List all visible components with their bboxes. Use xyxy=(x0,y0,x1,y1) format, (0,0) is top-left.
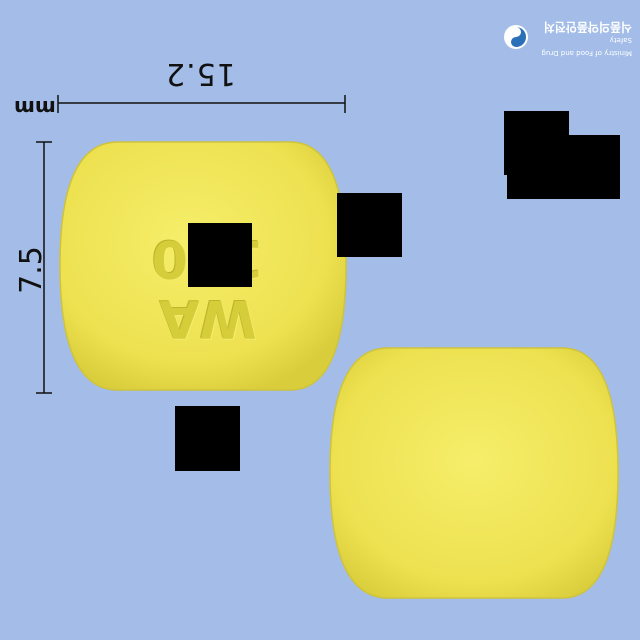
org-logo-text: Ministry of Food and Drug Safety 식품의약품안전… xyxy=(532,20,632,61)
redaction-box xyxy=(337,193,402,257)
redaction-box xyxy=(175,406,240,471)
redaction-box xyxy=(188,223,252,287)
org-name-english: Ministry of Food and Drug Safety xyxy=(541,36,632,57)
tablet-back xyxy=(329,347,619,599)
width-measurement: 15.2 xyxy=(150,56,250,91)
org-name-korean: 식품의약품안전처 xyxy=(543,20,632,34)
height-dimension-line xyxy=(36,141,52,394)
height-measurement-text: 7.5 xyxy=(13,246,49,294)
redaction-box xyxy=(507,135,620,199)
width-measurement-text: 15.2 xyxy=(164,56,236,91)
height-measurement: 7.5 xyxy=(8,240,49,300)
unit-label: mm xyxy=(14,96,56,120)
width-dimension-line xyxy=(57,95,346,113)
mfds-emblem-icon xyxy=(504,25,528,49)
unit-label-text: mm xyxy=(14,96,56,120)
